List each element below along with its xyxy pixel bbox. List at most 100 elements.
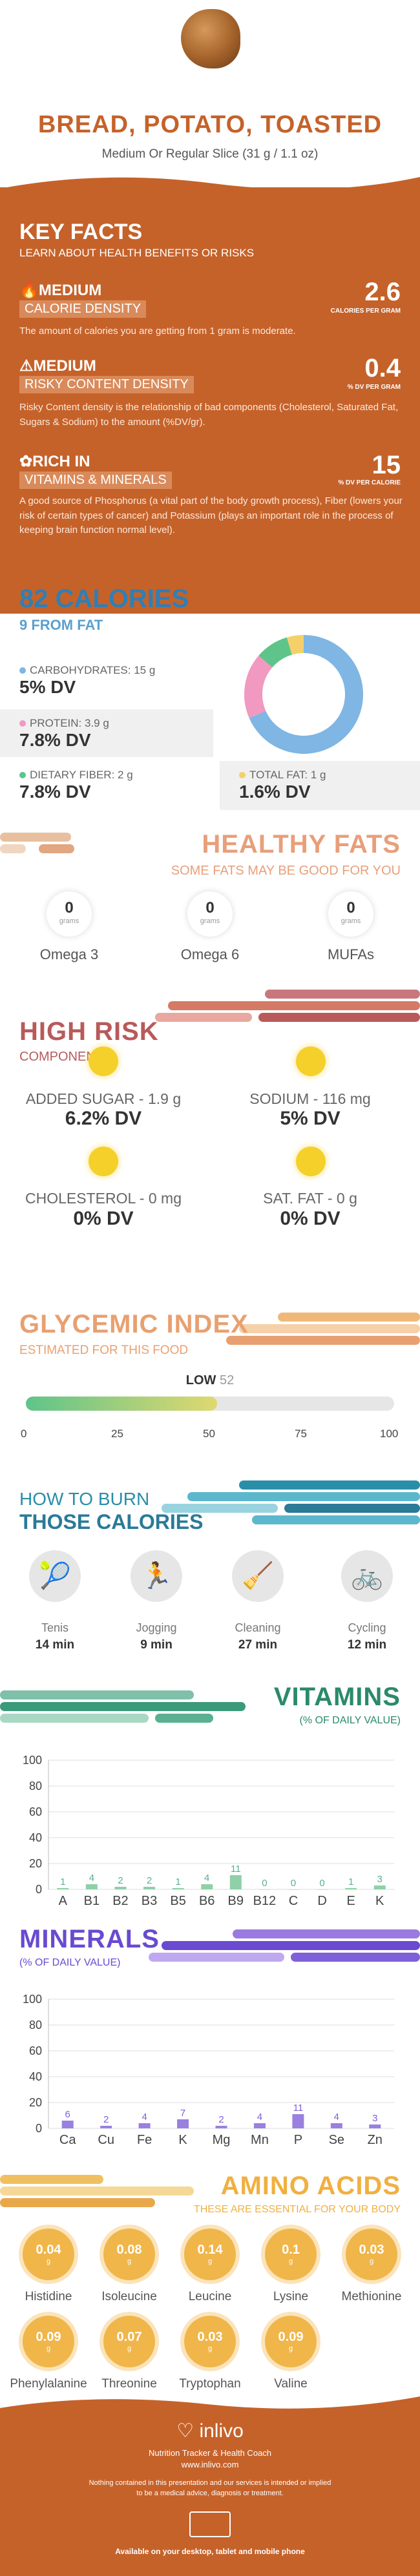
- activity-name: Tenis: [41, 1621, 69, 1634]
- glycemic-bar-track: [26, 1397, 394, 1411]
- x-tick-label: Mg: [213, 2133, 231, 2147]
- glycemic-title: GLYCEMIC INDEX: [19, 1310, 249, 1338]
- bar: [201, 1884, 213, 1889]
- bar: [292, 2114, 304, 2128]
- fact-label: CALORIE DENSITY: [19, 300, 147, 318]
- x-tick-label: B9: [228, 1894, 244, 1908]
- footer-brand: ♡ inlivo: [176, 2420, 244, 2442]
- amino-name: Tryptophan: [179, 2377, 241, 2391]
- y-tick-label: 80: [29, 2019, 42, 2031]
- bar-value-label: 7: [180, 2108, 185, 2119]
- smile-icon: [89, 1046, 118, 1076]
- x-tick-label: B2: [112, 1894, 128, 1908]
- fact-desc: Risky Content density is the relationshi…: [19, 402, 399, 428]
- amino-title: AMINO ACIDS: [220, 2172, 401, 2200]
- bar-value-label: 3: [372, 2113, 377, 2124]
- x-tick-label: Fe: [137, 2133, 152, 2147]
- x-tick-label: K: [375, 1894, 384, 1908]
- stripe-decoration: [149, 1929, 420, 1962]
- y-tick-label: 40: [29, 2070, 42, 2083]
- x-tick-label: B6: [199, 1894, 215, 1908]
- stripe-decoration: [0, 833, 74, 853]
- amino-circle: 0.07 g: [103, 2316, 155, 2367]
- wave-divider: [0, 556, 420, 574]
- bar: [345, 1888, 357, 1889]
- glycemic-subtitle: ESTIMATED FOR THIS FOOD: [19, 1344, 189, 1357]
- x-tick-label: B3: [142, 1894, 157, 1908]
- bar-value-label: 0: [291, 1878, 296, 1889]
- bar-value-label: 1: [60, 1876, 65, 1887]
- bar-value-label: 2: [118, 1875, 123, 1886]
- y-tick-label: 0: [36, 1883, 42, 1896]
- amino-name: Methionine: [341, 2290, 402, 2303]
- smile-icon: [296, 1046, 326, 1076]
- fact-desc: A good source of Phosphorus (a vital par…: [19, 495, 403, 535]
- x-tick-label: Cu: [98, 2133, 114, 2147]
- activity-name: Jogging: [136, 1621, 177, 1634]
- footer-available: Available on your desktop, tablet and mo…: [115, 2547, 305, 2556]
- burn-title-1: HOW TO BURN: [19, 1489, 150, 1509]
- x-tick-label: A: [59, 1894, 68, 1908]
- x-tick-label: K: [178, 2133, 187, 2147]
- bar-value-label: 0: [262, 1878, 267, 1889]
- bar: [287, 1889, 299, 1890]
- amino-subtitle: THESE ARE ESSENTIAL FOR YOUR BODY: [193, 2204, 401, 2215]
- x-tick-label: Mn: [251, 2133, 269, 2147]
- amino-name: Isoleucine: [101, 2290, 157, 2303]
- stripe-decoration: [155, 990, 420, 1022]
- glycemic-readout: LOW 52: [185, 1373, 235, 1387]
- bar: [229, 1875, 242, 1889]
- omega3-circle: 0 grams: [47, 891, 92, 937]
- bar: [215, 2126, 227, 2128]
- x-tick-label: B5: [170, 1894, 185, 1908]
- dot-icon: [19, 720, 26, 727]
- footer-url[interactable]: www.inlivo.com: [181, 2460, 239, 2469]
- omega6-circle: 0 grams: [187, 891, 233, 937]
- dot-icon: [19, 772, 26, 778]
- vitamins-title: VITAMINS: [273, 1683, 401, 1711]
- cleaning-icon: 🧹: [232, 1550, 284, 1602]
- bar: [85, 1884, 98, 1889]
- amino-name: Histidine: [25, 2290, 72, 2303]
- minerals-title: MINERALS: [19, 1925, 160, 1953]
- bread-image: [181, 9, 240, 68]
- wave-divider: [0, 2396, 420, 2416]
- bar-value-label: 11: [231, 1864, 241, 1875]
- nutrient-fiber: DIETARY FIBER: 2 g 7.8% DV: [19, 769, 133, 802]
- bar-value-label: 6: [65, 2109, 70, 2120]
- dot-icon: [239, 772, 246, 778]
- amino-circle: 0.04 g: [23, 2228, 74, 2280]
- risk-label: CHOLESTEROL - 0 mg: [25, 1190, 182, 1207]
- nutrient-protein: PROTEIN: 3.9 g 7.8% DV: [0, 709, 213, 757]
- healthy-fats-title: HEALTHY FATS: [202, 830, 401, 858]
- fact-level: ✿RICH IN: [19, 453, 90, 470]
- vitamins-subtitle: (% OF DAILY VALUE): [299, 1715, 401, 1726]
- glycemic-scale: 0 25 50 75 100: [21, 1428, 399, 1440]
- serving-size: Medium Or Regular Slice (31 g / 1.1 oz): [101, 147, 319, 161]
- bar: [258, 1889, 271, 1890]
- fact-unit: % DV PER CALORIE: [338, 479, 401, 486]
- amino-circle: 0.14 g: [184, 2228, 236, 2280]
- y-tick-label: 40: [29, 1831, 42, 1844]
- fat-name: Omega 6: [180, 946, 240, 962]
- fat-name: Omega 3: [39, 946, 99, 962]
- bar: [253, 2123, 266, 2128]
- fact-value: 0.4: [364, 354, 401, 382]
- bar: [138, 2123, 151, 2128]
- flame-icon: 🔥: [19, 282, 39, 299]
- minerals-subtitle: (% OF DAILY VALUE): [19, 1957, 121, 1968]
- bar: [330, 2123, 342, 2128]
- x-tick-label: Ca: [59, 2133, 76, 2147]
- donut-slice: [258, 637, 293, 668]
- bar: [114, 1887, 127, 1889]
- fat-name: MUFAs: [327, 946, 375, 962]
- bar-value-label: 4: [257, 2112, 262, 2123]
- amino-circle: 0.09 g: [23, 2316, 74, 2367]
- y-tick-label: 20: [29, 1857, 42, 1870]
- bar: [61, 2121, 74, 2128]
- amino-circle: 0.09 g: [265, 2316, 317, 2367]
- activity-name: Cycling: [348, 1621, 386, 1634]
- page-title: BREAD, POTATO, TOASTED: [37, 111, 383, 138]
- fact-label: RISKY CONTENT DENSITY: [19, 376, 194, 393]
- amino-circle: 0.1 g: [265, 2228, 317, 2280]
